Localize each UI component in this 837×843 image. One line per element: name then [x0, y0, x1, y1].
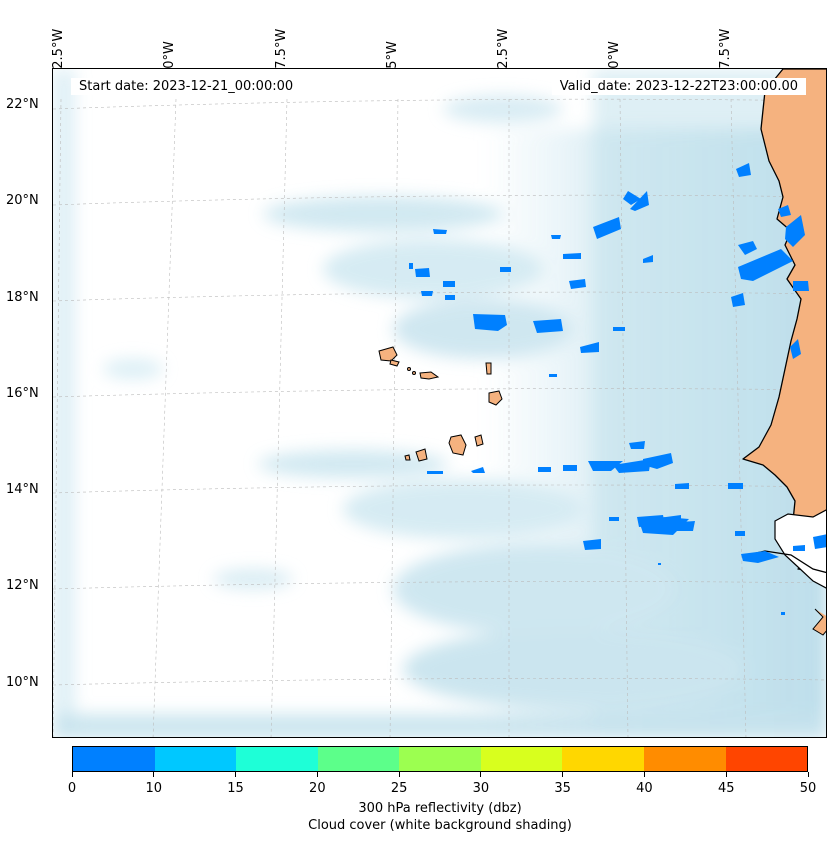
colorbar-label: 300 hPa reflectivity (dbz): [358, 801, 522, 816]
colorbar-segment-2: [236, 747, 318, 771]
colorbar-tick-label-0: 0: [67, 781, 77, 796]
map-panel: Start date: 2023-12-21_00:00:00 Valid_da…: [52, 68, 827, 738]
colorbar-segment-0: [73, 747, 155, 771]
colorbar-segment-3: [317, 747, 400, 771]
reflectivity-colorbar: [72, 746, 808, 772]
lat-label-12n: 12°N: [6, 578, 39, 593]
colorbar-tick-5: [480, 772, 482, 777]
colorbar-tick-label-5: 30: [472, 781, 490, 796]
colorbar-segment-6: [562, 747, 644, 771]
map-canvas: [53, 69, 826, 737]
colorbar-tick-label-3: 20: [309, 781, 326, 796]
colorbar-tick-label-1: 10: [145, 781, 163, 796]
colorbar-tick-8: [725, 772, 727, 777]
colorbar-tick-6: [562, 772, 564, 777]
colorbar-segment-8: [725, 747, 808, 771]
lat-label-14n: 14°N: [6, 482, 39, 497]
colorbar-tick-label-9: 50: [799, 781, 817, 796]
colorbar-sublabel: Cloud cover (white background shading): [308, 818, 572, 833]
valid-date-box: Valid_date: 2023-12-22T23:00:00.00: [551, 78, 806, 95]
lat-label-18n: 18°N: [6, 290, 39, 305]
colorbar-tick-label-2: 15: [227, 781, 244, 796]
reflectivity-echoes: [409, 163, 826, 615]
cape-verde-islands: [378, 346, 503, 462]
southern-coast: [812, 608, 826, 636]
colorbar-tick-1: [153, 772, 155, 777]
colorbar-tick-3: [316, 772, 318, 777]
colorbar-tick-4: [398, 772, 400, 777]
colorbar-tick-7: [643, 772, 645, 777]
colorbar-tick-2: [235, 772, 237, 777]
colorbar-segment-4: [399, 747, 481, 771]
colorbar-tick-label-4: 25: [390, 781, 408, 796]
graticule-lines: [53, 98, 826, 737]
colorbar-tick-0: [71, 772, 73, 777]
cloud-cover-layer: [53, 69, 826, 737]
colorbar-tick-label-7: 40: [636, 781, 653, 796]
lat-label-16n: 16°N: [6, 386, 39, 401]
colorbar-tick-9: [807, 772, 809, 777]
lat-label-20n: 20°N: [6, 193, 39, 208]
colorbar-tick-label-8: 45: [717, 781, 735, 796]
start-date-box: Start date: 2023-12-21_00:00:00: [71, 78, 302, 95]
colorbar-tick-label-6: 35: [554, 781, 571, 796]
colorbar-segment-5: [480, 747, 563, 771]
lat-label-22n: 22°N: [6, 97, 39, 112]
colorbar-segment-1: [154, 747, 237, 771]
lat-label-10n: 10°N: [6, 675, 39, 690]
colorbar-segment-7: [643, 747, 726, 771]
